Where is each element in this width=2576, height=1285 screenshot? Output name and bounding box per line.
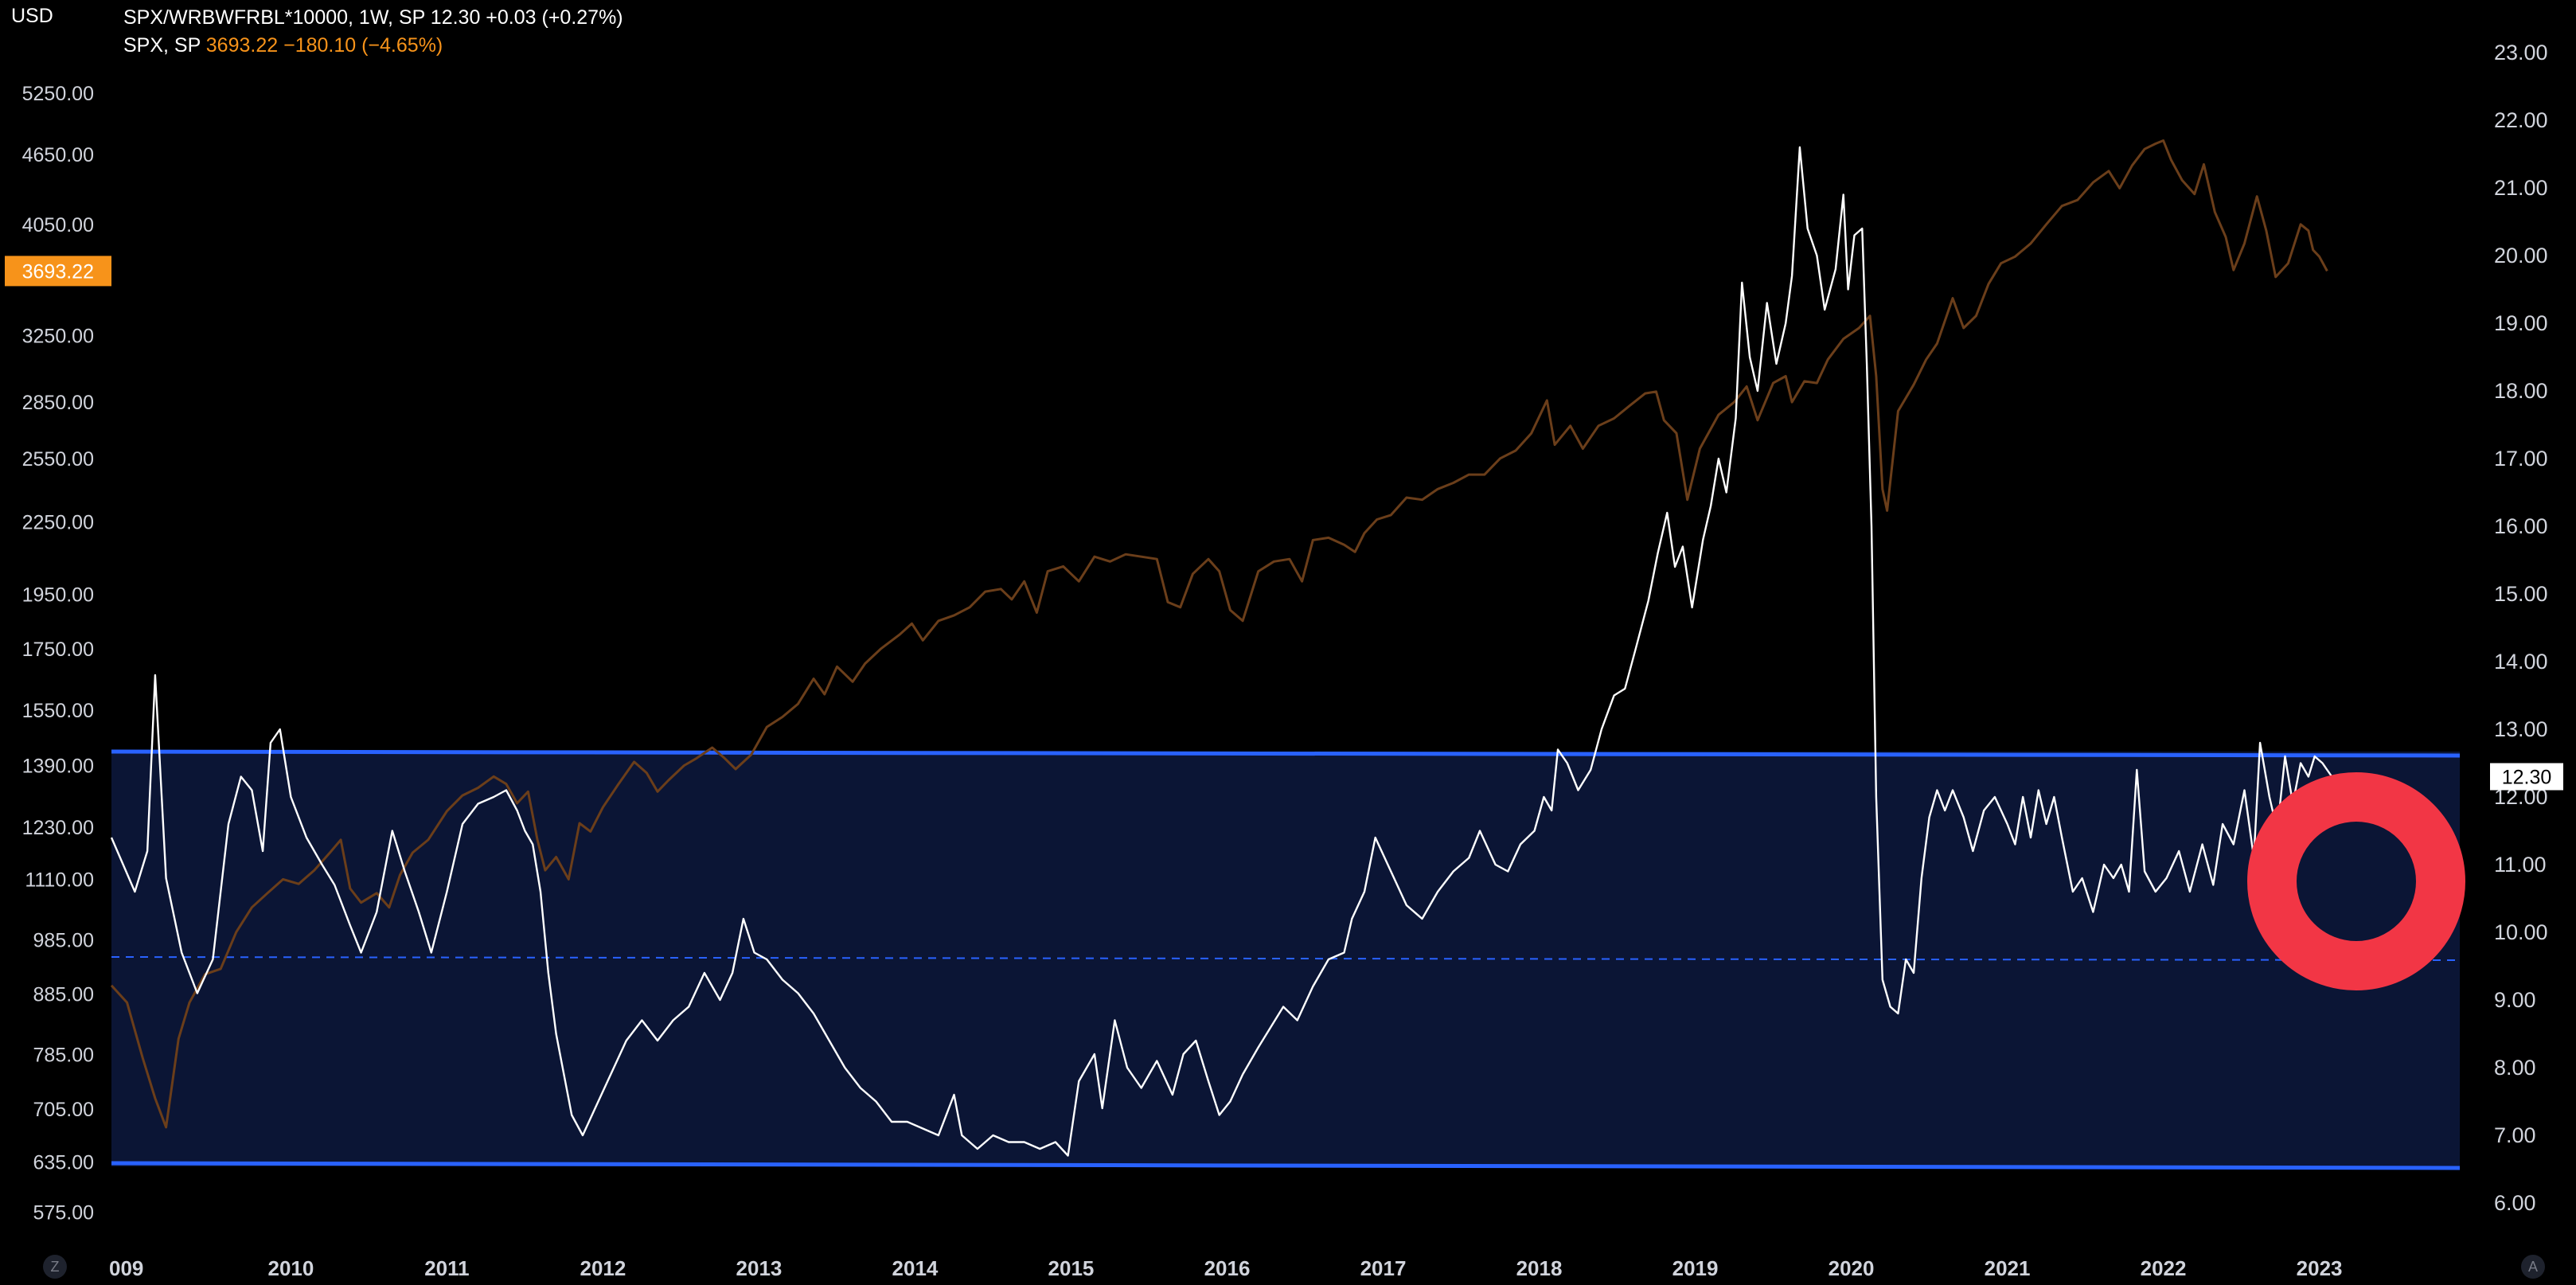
time-axis-tick-label: 2017 [1360, 1256, 1407, 1280]
auto-scale-toggle-button[interactable]: A [2521, 1255, 2545, 1279]
time-axis-tick-label: 2020 [1829, 1256, 1875, 1280]
right-axis-tick-label: 16.00 [2494, 514, 2548, 538]
left-axis-tick-label: 3250.00 [22, 326, 94, 348]
spx-series-values: 3693.22 −180.10 (−4.65%) [205, 34, 443, 57]
ratio-line[interactable] [110, 146, 2333, 1157]
channel-lower-line[interactable] [111, 1161, 2461, 1170]
left-axis-tick-label: 2550.00 [22, 448, 94, 471]
spx-series-name: SPX, SP [123, 34, 201, 57]
left-axis-tick-label: 4650.00 [22, 144, 94, 166]
left-axis-tick-label: 1230.00 [22, 817, 94, 839]
right-axis-tick-label: 20.00 [2494, 244, 2548, 268]
right-axis-tick-label: 22.00 [2494, 108, 2548, 132]
ring-marker [2247, 772, 2465, 990]
ratio-current-value-label: 12.30 [2502, 767, 2552, 789]
left-axis-tick-label: 785.00 [33, 1045, 94, 1067]
ratio-current-value-badge [2490, 763, 2563, 791]
right-axis-tick-label: 19.00 [2494, 311, 2548, 335]
right-axis-tick-label: 21.00 [2494, 176, 2548, 200]
time-axis-tick-label: 2016 [1204, 1256, 1251, 1280]
left-axis-tick-label: 1110.00 [25, 869, 94, 891]
right-axis-tick-label: 8.00 [2494, 1056, 2536, 1080]
left-axis-tick-label: 1750.00 [22, 639, 94, 661]
left-axis-tick-label: 1950.00 [22, 584, 94, 606]
right-axis-tick-label: 18.00 [2494, 379, 2548, 403]
right-axis-tick-label: 11.00 [2494, 853, 2547, 877]
time-axis-tick-label: 2012 [580, 1256, 626, 1280]
left-axis-tick-label: 4050.00 [22, 214, 94, 236]
left-axis-tick-label: 705.00 [33, 1099, 94, 1121]
time-axis-tick-label: 2015 [1048, 1256, 1095, 1280]
time-axis-tick-label: 2011 [424, 1256, 469, 1280]
right-axis-tick-label: 17.00 [2494, 447, 2548, 471]
ratio-series-legend[interactable]: SPX/WRBWFRBL*10000, 1W, SP 12.30 +0.03 (… [123, 6, 623, 29]
left-price-axis[interactable]: 5250.00 4650.00 4050.00 3693.22 3250.00 2850.… [5, 83, 111, 1224]
left-axis-tick-label: 1550.00 [22, 700, 94, 722]
right-axis-tick-label: 7.00 [2494, 1123, 2536, 1147]
time-axis-tick-label: 2018 [1516, 1256, 1563, 1280]
spx-current-price-badge [5, 256, 111, 287]
log-scale-toggle-button[interactable]: Z [43, 1255, 67, 1279]
left-axis-tick-label: 1390.00 [22, 755, 94, 777]
right-axis-tick-label: 13.00 [2494, 717, 2548, 741]
time-axis-tick-label: 2019 [1672, 1256, 1719, 1280]
series-layer [110, 139, 2333, 1157]
left-axis-tick-label: 985.00 [33, 929, 94, 951]
right-axis-tick-label: 14.00 [2494, 650, 2548, 674]
channel-upper-line[interactable] [111, 749, 2461, 758]
left-axis-tick-label: 2850.00 [22, 392, 94, 414]
left-axis-tick-label: 635.00 [33, 1151, 94, 1174]
right-axis-tick-label: 10.00 [2494, 920, 2548, 944]
time-axis-tick-label: 2022 [2141, 1256, 2187, 1280]
spx-price-line[interactable] [110, 139, 2328, 1129]
spx-series-legend[interactable]: SPX, SP 3693.22 −180.10 (−4.65%) [123, 34, 443, 57]
left-axis-tick-label: 575.00 [33, 1201, 94, 1224]
right-axis-tick-label: 23.00 [2494, 41, 2548, 64]
channel-mid-line [111, 956, 2461, 961]
time-axis-tick-label: 2023 [2297, 1256, 2343, 1280]
left-axis-tick-label: 2250.00 [22, 511, 94, 533]
right-axis-tick-label: 9.00 [2494, 988, 2536, 1012]
time-axis-tick-label: 2010 [267, 1256, 314, 1280]
channel-band [111, 752, 2460, 1166]
time-axis[interactable]: 009 2010 2011 2012 2013 2014 2015 2016 2017 2018 2… [109, 1256, 2343, 1280]
time-axis-tick-label: 2014 [892, 1256, 939, 1280]
left-axis-tick-label: 885.00 [33, 983, 94, 1006]
spx-current-price-label: 3693.22 [22, 260, 94, 283]
time-axis-tick-label: 009 [109, 1256, 143, 1280]
currency-label: USD [11, 5, 53, 27]
right-axis-tick-label: 15.00 [2494, 582, 2548, 606]
right-price-axis[interactable]: 23.00 22.00 21.00 20.00 19.00 18.00 17.00 16.00… [2490, 41, 2563, 1215]
right-axis-tick-label: 6.00 [2494, 1191, 2536, 1215]
time-axis-tick-label: 2013 [736, 1256, 783, 1280]
time-axis-tick-label: 2021 [1985, 1256, 2031, 1280]
left-axis-tick-label: 5250.00 [22, 83, 94, 105]
